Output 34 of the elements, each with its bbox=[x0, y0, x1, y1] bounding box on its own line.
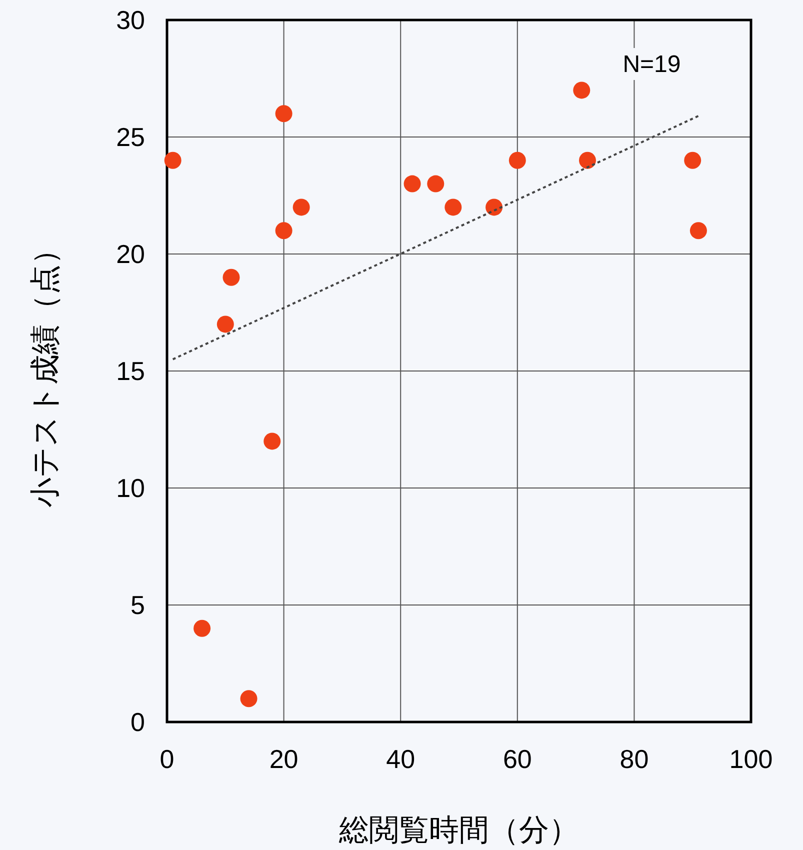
point bbox=[222, 268, 240, 286]
annotation: N=19 bbox=[622, 51, 681, 78]
y-tick-label: 25 bbox=[116, 122, 145, 152]
y-tick-label: 0 bbox=[130, 707, 145, 737]
point bbox=[444, 198, 462, 216]
point bbox=[684, 152, 702, 169]
x-axis-title: 総閲覧時間（分） bbox=[338, 814, 579, 847]
point bbox=[292, 198, 310, 216]
y-tick-label: 20 bbox=[116, 239, 145, 269]
x-tick-label: 20 bbox=[269, 744, 298, 774]
point bbox=[194, 620, 211, 637]
point bbox=[508, 152, 526, 169]
point bbox=[573, 82, 590, 99]
y-axis-title: 小テスト成績（点） bbox=[29, 234, 62, 508]
point bbox=[216, 316, 234, 333]
x-tick-label: 100 bbox=[729, 744, 773, 774]
point bbox=[486, 198, 503, 216]
point bbox=[264, 432, 281, 450]
point bbox=[164, 152, 182, 169]
point bbox=[404, 175, 421, 192]
point bbox=[690, 222, 707, 240]
point bbox=[427, 175, 444, 192]
point bbox=[578, 152, 596, 169]
point bbox=[275, 105, 292, 122]
y-tick-label: 30 bbox=[116, 5, 145, 35]
x-tick-label: 80 bbox=[620, 744, 649, 774]
x-tick-label: 40 bbox=[386, 744, 416, 774]
y-tick-label: 5 bbox=[130, 590, 145, 620]
y-tick-label: 15 bbox=[116, 356, 145, 386]
x-tick-label: 60 bbox=[502, 744, 532, 774]
point bbox=[240, 690, 258, 708]
x-tick-label: 0 bbox=[160, 744, 174, 774]
y-tick-label: 10 bbox=[116, 473, 145, 503]
point bbox=[275, 222, 292, 240]
